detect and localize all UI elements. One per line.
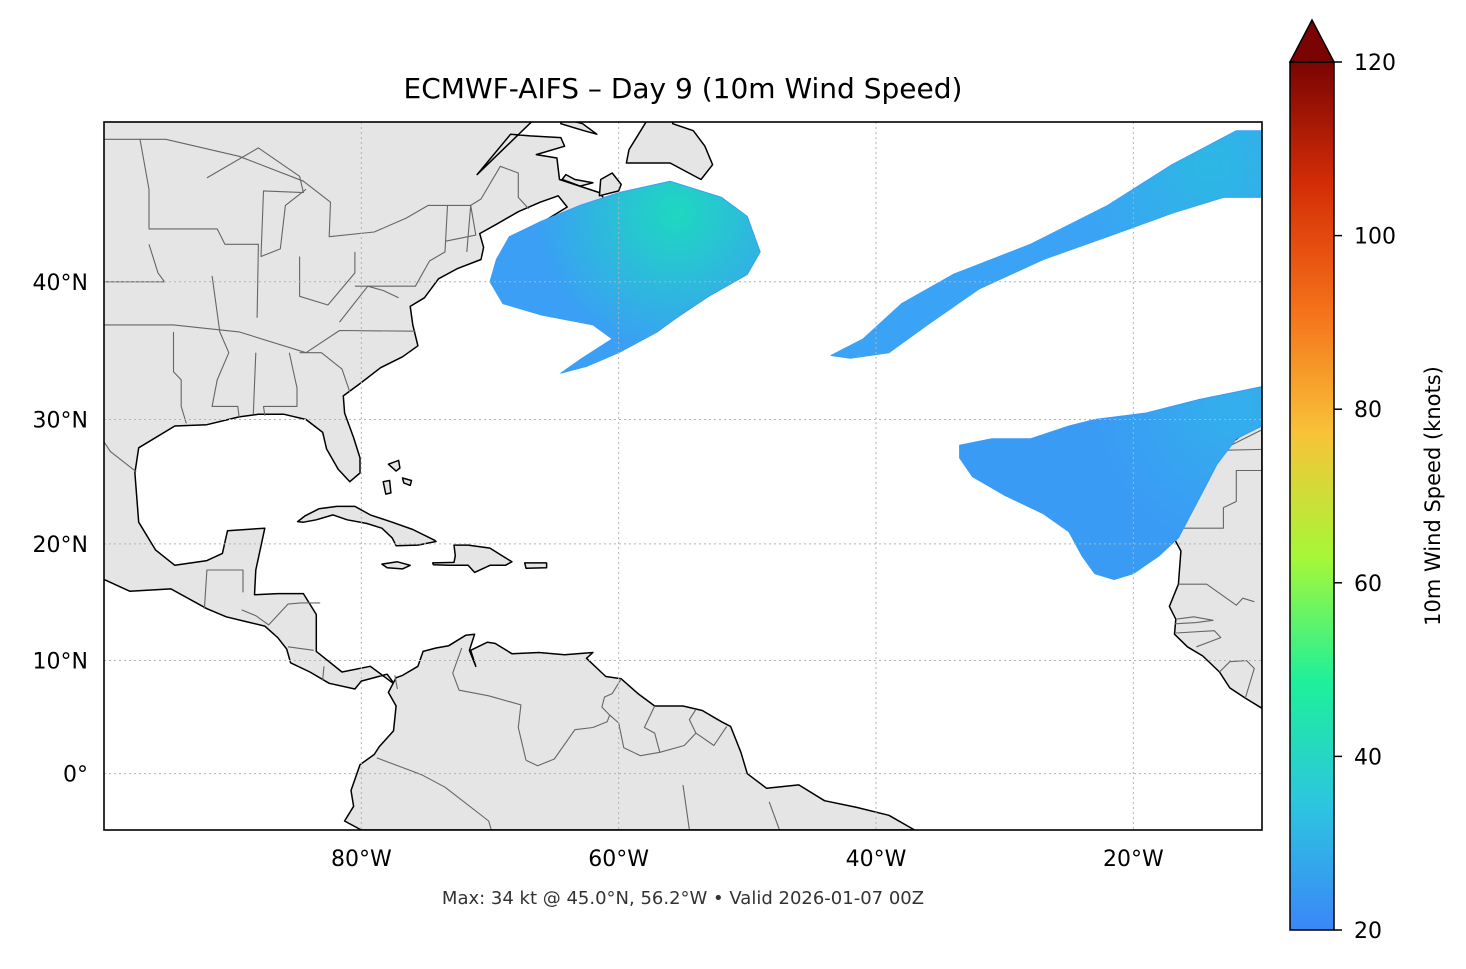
hispaniola-land	[431, 544, 513, 574]
lat-tick-label: 30°N	[33, 408, 88, 433]
longitude-ticks: 80°W 60°W 40°W 20°W	[331, 847, 1164, 872]
sa-border-fr-guiana	[695, 726, 728, 747]
pei-land	[561, 173, 594, 187]
great-lakes-outline	[206, 147, 307, 258]
sa-border-brazil-internal	[682, 784, 690, 830]
country-borders	[104, 138, 1262, 830]
central-america-border-4	[322, 666, 325, 680]
lon-tick-label: 80°W	[331, 847, 392, 872]
colorbar-tick-label: 20	[1354, 919, 1382, 944]
map-frame	[103, 121, 1263, 831]
north-america-land	[104, 122, 607, 690]
colorbar-tick-label: 120	[1354, 51, 1396, 76]
sa-border-colombia-venezuela	[452, 647, 527, 761]
lat-tick-label: 20°N	[33, 533, 88, 558]
colorbar-label: 10m Wind Speed (knots)	[1421, 366, 1445, 626]
sa-border-brazil-internal-2	[768, 801, 781, 830]
colorbar-extend-arrow	[1288, 18, 1336, 63]
state-border-2	[104, 324, 416, 354]
south-america-land	[343, 633, 916, 830]
colorbar-tick-label: 80	[1354, 398, 1382, 423]
bahamas-andros	[382, 479, 392, 495]
map-panel: 80°W 60°W 40°W 20°W 0° 10°N 20°N 30°N 40°N	[33, 121, 1263, 872]
lon-tick-label: 20°W	[1103, 847, 1164, 872]
state-border-3	[211, 275, 240, 417]
central-america-border-2	[241, 602, 321, 626]
wind-region-central-atlantic-jet	[830, 130, 1262, 359]
land-layer	[104, 122, 1262, 830]
lon-tick-label: 60°W	[588, 847, 649, 872]
newfoundland-land	[625, 122, 714, 181]
africa-border-6	[1219, 660, 1255, 699]
state-border-4	[252, 352, 257, 415]
map-title: ECMWF-AIFS – Day 9 (10m Wind Speed)	[404, 72, 963, 105]
us-mexico-border	[104, 440, 137, 473]
state-border-10	[444, 204, 477, 252]
wind-region-nw-atlantic-gale	[489, 180, 761, 374]
state-border-8	[299, 251, 356, 306]
state-border-11	[104, 244, 166, 283]
africa-border-2	[1171, 469, 1262, 529]
us-canada-border	[104, 138, 530, 238]
lon-tick-label: 40°W	[846, 847, 907, 872]
lat-tick-label: 10°N	[33, 650, 88, 675]
bahamas-eleuthera	[401, 477, 413, 487]
panama-colombia-border	[394, 675, 398, 690]
colorbar: 20 40 60 80 100 120 10m Wind Speed (knots)	[1288, 18, 1445, 944]
wind-speed-field	[489, 130, 1262, 580]
colorbar-frame	[1289, 61, 1335, 931]
gridlines	[104, 122, 1262, 830]
state-border-12	[339, 285, 399, 323]
puerto-rico-land	[523, 562, 548, 570]
state-border-1	[172, 331, 187, 424]
colorbar-tick-label: 40	[1354, 745, 1382, 770]
africa-border-4	[1174, 616, 1214, 625]
colorbar-tick-label: 60	[1354, 572, 1382, 597]
sa-border-colombia-ecuador-peru	[376, 757, 492, 830]
colorbar-gradient	[1290, 62, 1334, 930]
central-america-border-3	[287, 646, 314, 651]
jamaica-land	[381, 561, 411, 570]
colorbar-ticks: 20 40 60 80 100 120	[1334, 51, 1396, 944]
bahamas-abaco	[387, 459, 401, 472]
sa-border-venezuela-brazil	[525, 678, 622, 767]
cape-breton-land	[598, 172, 622, 197]
state-border-5	[262, 352, 298, 416]
state-border-7	[139, 139, 259, 318]
sa-border-guyana	[609, 705, 661, 757]
africa-border-5	[1175, 630, 1222, 648]
state-border-6	[299, 352, 351, 393]
anticosti-land	[560, 122, 598, 135]
lat-tick-label: 0°	[63, 763, 88, 788]
wind-region-canary-region	[959, 386, 1262, 580]
colorbar-tick-label: 100	[1354, 225, 1396, 250]
cuba-land	[296, 505, 437, 547]
central-america-border-1	[203, 569, 244, 609]
state-border-9	[354, 205, 449, 287]
latitude-ticks: 0° 10°N 20°N 30°N 40°N	[33, 271, 88, 788]
footer-note: Max: 34 kt @ 45.0°N, 56.2°W • Valid 2026…	[442, 888, 924, 909]
africa-border-3	[1178, 583, 1255, 606]
lat-tick-label: 40°N	[33, 271, 88, 296]
